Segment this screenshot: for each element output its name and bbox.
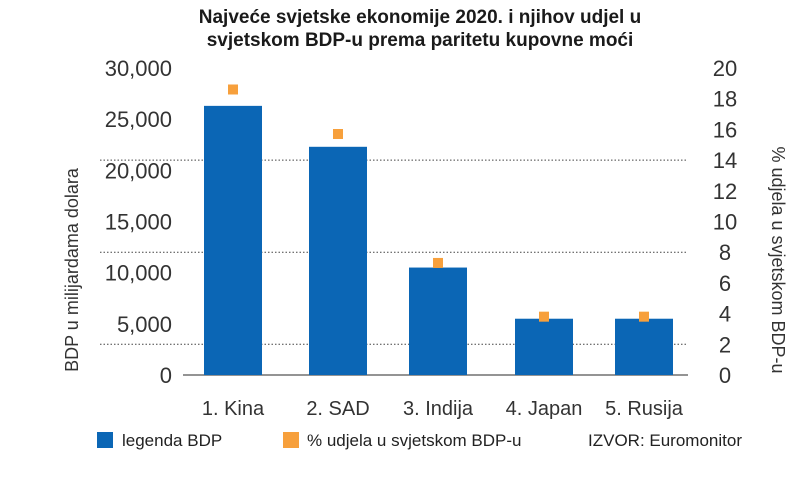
y-axis-left: 0 5,000 10,000 15,000 20,000 25,000 30,000 [105,56,172,388]
y-right-tick-label: 8 [719,240,731,265]
y-left-tick-label: 20,000 [105,158,172,183]
share-series [228,84,649,322]
share-marker-3 [433,257,443,268]
x-category-label: 4. Japan [506,398,583,420]
bar-4 [515,318,573,375]
y-axis-right-label: % udjela u svjetskom BDP-u [768,146,788,373]
legend-swatch-bdp [97,432,113,448]
legend: legenda BDP % udjela u svjetskom BDP-u I… [97,431,742,450]
y-right-tick-label: 16 [713,117,737,142]
y-right-tick-label: 10 [713,210,737,235]
bar-3 [409,267,467,375]
y-axis-right: 0 2 4 6 8 10 12 14 16 18 20 [713,56,737,388]
bar-series [204,105,673,375]
y-right-tick-label: 12 [713,179,737,204]
x-category-label: 1. Kina [202,398,265,420]
share-marker-2 [333,129,343,140]
chart-title-line1: Najveće svjetske ekonomije 2020. i njiho… [199,7,641,28]
y-left-tick-label: 10,000 [105,261,172,286]
chart-title-line2: svjetskom BDP-u prema paritetu kupovne m… [207,30,634,51]
y-left-tick-label: 15,000 [105,210,172,235]
legend-label-share: % udjela u svjetskom BDP-u [307,431,521,450]
gridlines [100,159,688,345]
y-right-tick-label: 20 [713,56,737,81]
y-right-tick-label: 0 [719,363,731,388]
y-right-tick-label: 18 [713,87,737,112]
bar-2 [309,146,367,375]
y-left-tick-label: 30,000 [105,56,172,81]
legend-label-bdp: legenda BDP [122,431,222,450]
share-marker-1 [228,84,238,95]
y-left-tick-label: 0 [160,363,172,388]
legend-swatch-share [283,432,299,448]
x-axis-categories: 1. Kina 2. SAD 3. Indija 4. Japan 5. Rusija [202,398,684,420]
x-category-label: 5. Rusija [605,398,684,420]
y-left-tick-label: 25,000 [105,107,172,132]
share-marker-5 [639,311,649,322]
y-right-tick-label: 14 [713,148,737,173]
y-right-tick-label: 4 [719,302,731,327]
share-marker-4 [539,311,549,322]
y-right-tick-label: 2 [719,332,731,357]
source-label: IZVOR: Euromonitor [588,431,742,450]
x-category-label: 3. Indija [403,398,474,420]
y-right-tick-label: 6 [719,271,731,296]
bar-5 [615,318,673,375]
bar-1 [204,105,262,375]
x-category-label: 2. SAD [306,398,369,420]
y-axis-left-label: BDP u milijardama dolara [62,167,82,372]
y-left-tick-label: 5,000 [117,312,172,337]
